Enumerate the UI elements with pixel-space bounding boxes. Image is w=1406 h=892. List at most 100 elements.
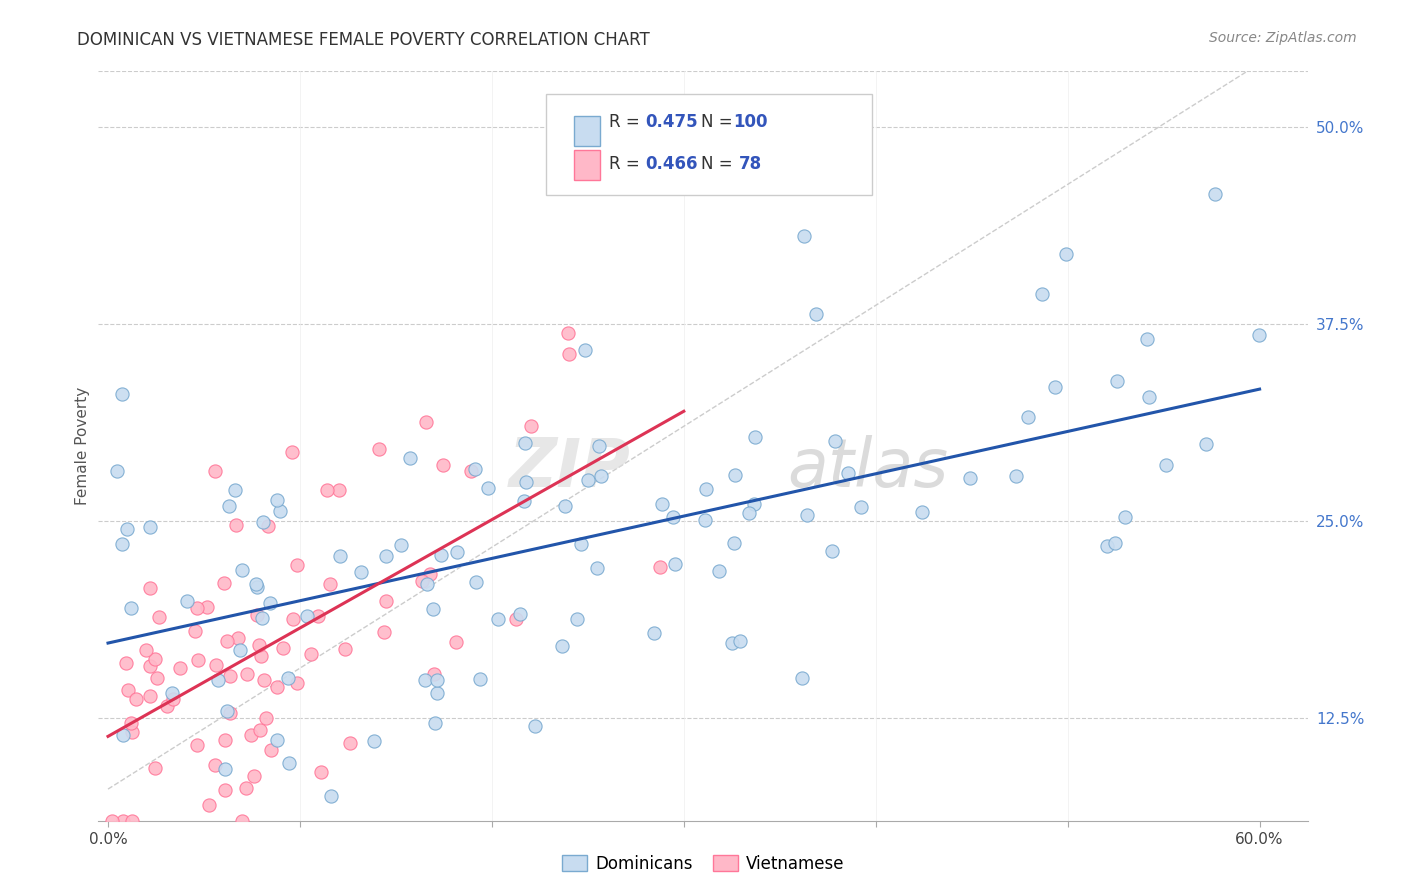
- Point: [505, 612, 527, 626]
- Point: [513, 494, 536, 508]
- Y-axis label: Female Poverty: Female Poverty: [75, 387, 90, 505]
- Point: [571, 537, 593, 551]
- Point: [790, 671, 813, 685]
- Point: [155, 698, 177, 713]
- Text: R =: R =: [609, 155, 645, 173]
- Point: [662, 510, 685, 524]
- Point: [399, 451, 422, 466]
- Point: [470, 673, 492, 687]
- Point: [198, 798, 221, 813]
- Point: [1135, 332, 1157, 346]
- Point: [247, 639, 270, 653]
- Point: [245, 608, 267, 623]
- Point: [721, 636, 744, 650]
- Point: [139, 689, 162, 703]
- Point: [367, 442, 389, 456]
- Point: [285, 558, 308, 572]
- Point: [315, 483, 337, 497]
- Point: [1017, 410, 1039, 425]
- Point: [253, 673, 276, 688]
- Point: [204, 464, 226, 478]
- FancyBboxPatch shape: [574, 150, 600, 180]
- Point: [1104, 535, 1126, 549]
- Point: [225, 518, 247, 533]
- Point: [464, 461, 486, 475]
- Point: [329, 549, 352, 563]
- Point: [651, 497, 673, 511]
- Point: [707, 565, 730, 579]
- Point: [148, 610, 170, 624]
- Point: [117, 522, 139, 536]
- Point: [240, 728, 263, 742]
- Point: [146, 671, 169, 685]
- Point: [219, 706, 242, 720]
- Point: [423, 666, 446, 681]
- Point: [186, 738, 208, 752]
- Point: [197, 599, 219, 614]
- Point: [205, 658, 228, 673]
- Point: [204, 758, 226, 772]
- Text: N =: N =: [700, 155, 738, 173]
- Point: [212, 575, 235, 590]
- Point: [111, 386, 134, 401]
- Point: [851, 500, 873, 515]
- Point: [724, 467, 747, 482]
- Point: [160, 686, 183, 700]
- Point: [259, 596, 281, 610]
- Point: [558, 346, 581, 360]
- Point: [112, 728, 135, 742]
- Point: [586, 560, 609, 574]
- Point: [524, 719, 547, 733]
- Point: [121, 814, 143, 828]
- Point: [738, 506, 761, 520]
- Text: N =: N =: [700, 112, 738, 130]
- Point: [742, 497, 765, 511]
- Point: [419, 566, 441, 581]
- Point: [114, 656, 136, 670]
- Point: [1195, 436, 1218, 450]
- Point: [821, 544, 844, 558]
- Point: [1095, 539, 1118, 553]
- Point: [266, 493, 288, 508]
- Text: 0.475: 0.475: [645, 112, 697, 130]
- Point: [252, 515, 274, 529]
- Point: [229, 643, 252, 657]
- Point: [218, 499, 240, 513]
- Point: [416, 576, 439, 591]
- Point: [1054, 247, 1077, 261]
- Point: [664, 557, 686, 571]
- Point: [207, 673, 229, 688]
- Point: [231, 563, 253, 577]
- Point: [319, 576, 342, 591]
- Point: [139, 659, 162, 673]
- Point: [112, 814, 135, 828]
- Point: [242, 769, 264, 783]
- Point: [297, 608, 319, 623]
- Point: [415, 415, 437, 429]
- Point: [1247, 328, 1270, 343]
- Point: [824, 434, 846, 448]
- Point: [218, 668, 240, 682]
- Point: [695, 513, 717, 527]
- Point: [422, 602, 444, 616]
- Point: [591, 469, 613, 483]
- Point: [520, 419, 543, 434]
- Point: [254, 711, 277, 725]
- FancyBboxPatch shape: [574, 116, 600, 146]
- Point: [299, 647, 322, 661]
- Point: [576, 474, 599, 488]
- Point: [307, 608, 329, 623]
- Point: [339, 736, 361, 750]
- Point: [444, 635, 467, 649]
- Point: [650, 559, 672, 574]
- Point: [143, 652, 166, 666]
- Point: [446, 545, 468, 559]
- Point: [176, 594, 198, 608]
- Point: [162, 692, 184, 706]
- Text: 0.466: 0.466: [645, 155, 697, 173]
- Point: [477, 481, 499, 495]
- Point: [245, 580, 267, 594]
- Point: [1204, 187, 1226, 202]
- Point: [260, 743, 283, 757]
- Point: [252, 610, 274, 624]
